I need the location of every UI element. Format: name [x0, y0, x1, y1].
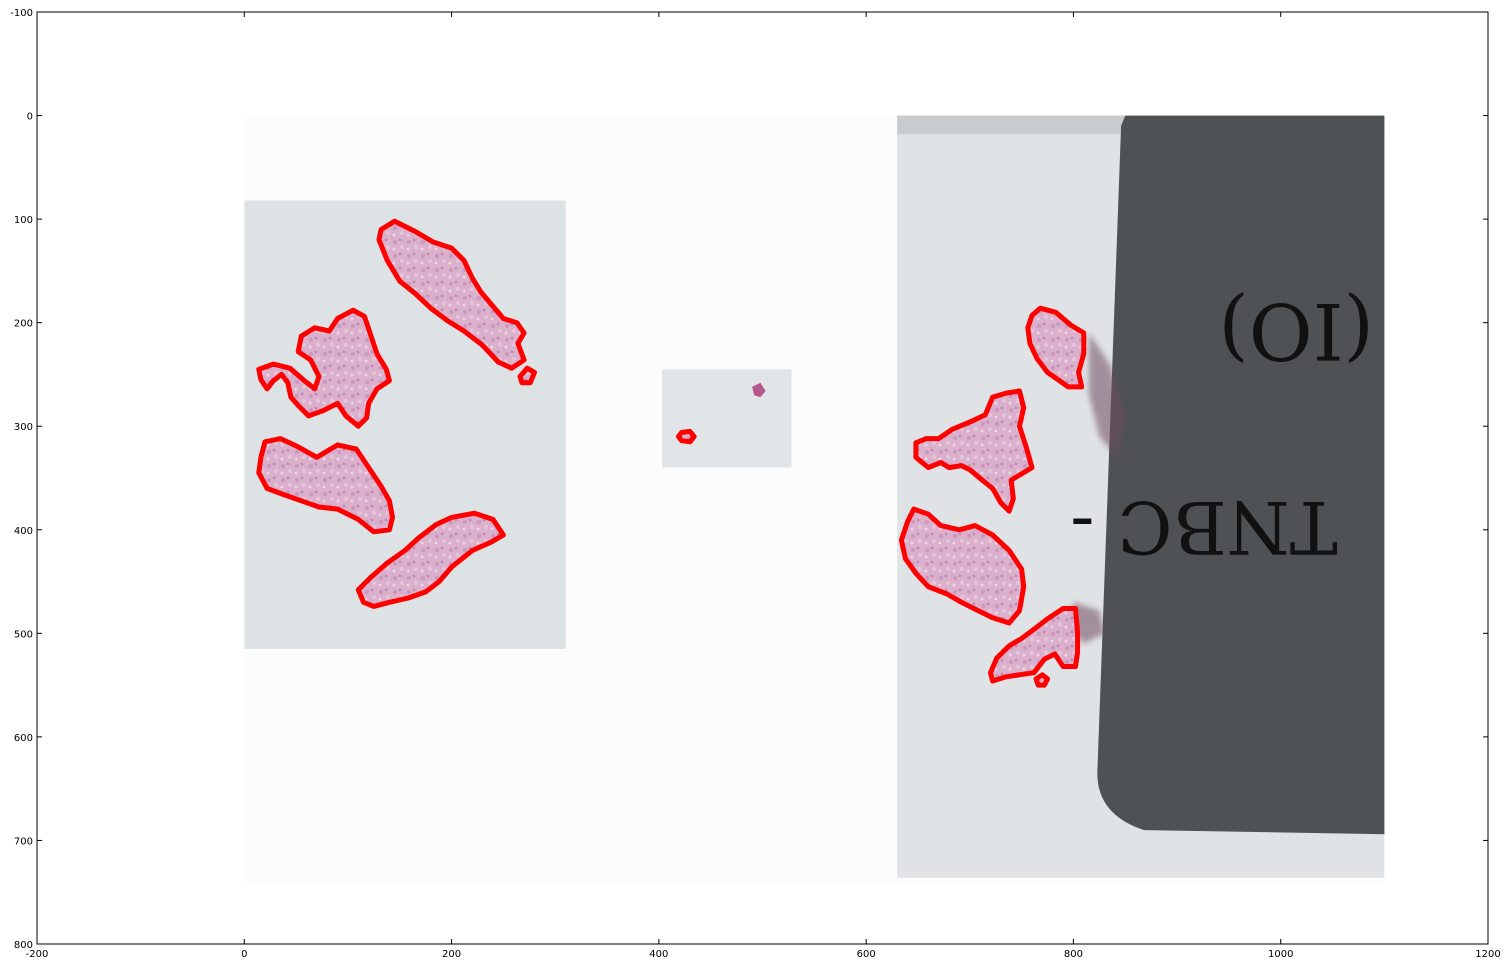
slide-label-sticker [1097, 115, 1385, 835]
left-contour-3 [256, 307, 392, 429]
slide-label-text-io: (IO) [1218, 285, 1374, 375]
x-tick-label: 600 [857, 949, 876, 960]
y-tick-label: 600 [14, 733, 33, 744]
right-contour-4-tissue [990, 608, 1078, 681]
y-tick-label: 700 [14, 836, 33, 847]
left-contour-1 [376, 218, 527, 371]
left-contour-4-tissue [258, 438, 393, 532]
left-contour-5 [355, 510, 506, 609]
y-tick-label: 200 [14, 319, 33, 330]
middle-contour [676, 428, 697, 445]
right-contour-2 [913, 388, 1035, 514]
middle-tissue-image [661, 369, 792, 468]
y-tick-label: 800 [14, 940, 33, 951]
right-contour-2-tissue [915, 391, 1032, 512]
right-contour-5 [1033, 672, 1050, 688]
slide-stain [1071, 333, 1126, 644]
y-tick-label: 300 [14, 422, 33, 433]
left-contour-4 [256, 436, 395, 535]
y-tick-label: -100 [10, 8, 33, 19]
y-axis: -100 0 100 200 300 400 500 600 700 800 [10, 8, 1488, 951]
right-contour-3 [898, 506, 1027, 626]
y-tick-label: 500 [14, 629, 33, 640]
right-contour-4 [988, 606, 1081, 684]
right-contour-1-tissue [1027, 308, 1084, 387]
left-contour-5-tissue [358, 513, 504, 607]
right-contour-1 [1025, 305, 1087, 390]
y-tick-label: 400 [14, 526, 33, 537]
left-contour-1-tissue [379, 221, 525, 369]
y-tick-label: 100 [14, 215, 33, 226]
x-tick-label: 800 [1064, 949, 1083, 960]
slide-label-text-tnbc: TNBC - [1070, 485, 1338, 569]
middle-tissue-spot [752, 382, 766, 398]
left-contour-2 [517, 365, 537, 386]
x-tick-label: 0 [241, 949, 247, 960]
x-tick-label: 1200 [1475, 949, 1500, 960]
contour-layer [256, 218, 1087, 688]
x-tick-label: 200 [442, 949, 461, 960]
axes-frame [36, 11, 1489, 945]
x-axis: -200 0 200 400 600 800 1000 1200 [26, 12, 1501, 960]
x-tick-label: 1000 [1268, 949, 1293, 960]
x-tick-label: 400 [649, 949, 668, 960]
x-tick-label: -200 [26, 949, 49, 960]
y-tick-label: 0 [27, 112, 33, 123]
